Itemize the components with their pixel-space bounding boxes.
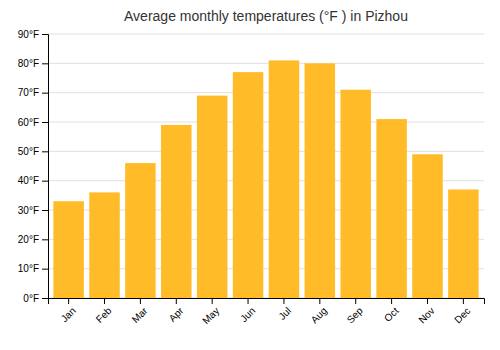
x-tick-label: May [200,305,221,326]
x-tick-mark [248,298,249,304]
x-tick-mark [391,298,392,304]
x-tick: Sep [345,298,366,325]
x-tick: Jun [238,298,257,324]
x-tick: Aug [309,298,329,325]
y-tick: 40°F [18,175,48,186]
x-tick-label: Sep [345,305,366,326]
bar [125,163,156,298]
y-tick-label: 10°F [18,263,39,274]
y-tick: 90°F [18,29,48,40]
x-tick: Jul [276,298,293,322]
bar [197,96,228,298]
x-tick-label: Feb [94,305,114,325]
y-tick-label: 70°F [18,87,39,98]
y-tick-mark [42,269,48,270]
bar [340,90,371,298]
x-tick-label: Jan [59,305,78,324]
y-tick-label: 0°F [23,293,39,304]
x-tick-mark [176,298,177,304]
y-axis: 0°F 10°F 20°F 30°F 40°F 50°F 60°F 70°F 80°F 90°F [18,29,49,304]
x-tick: Nov [416,298,436,325]
y-tick-mark [42,151,48,152]
bar [412,154,443,298]
grid-line [48,151,484,152]
x-tick-mark [355,298,356,304]
x-tick: May [200,298,221,326]
y-tick-mark [42,239,48,240]
x-tick-mark [140,298,141,304]
x-tick-mark [463,298,464,304]
y-tick-label: 90°F [18,29,39,40]
x-tick-mark [104,298,105,304]
y-tick-label: 40°F [18,175,39,186]
title: Average monthly temperatures (°F ) in Pi… [124,8,408,24]
y-tick: 20°F [18,234,48,245]
x-tick-label: Oct [382,305,401,324]
y-tick-mark [42,34,48,35]
y-tick: 60°F [18,117,48,128]
y-tick-mark [42,210,48,211]
y-tick: 0°F [23,293,48,304]
bars [53,60,478,298]
bar [53,201,84,298]
bar [448,189,479,298]
x-tick: Jan [59,298,78,324]
x-tick-mark [212,298,213,304]
x-tick: Dec [452,298,472,325]
x-tick: Feb [94,298,114,325]
x-axis-line [49,299,485,305]
grid-line [48,63,484,64]
y-tick: 50°F [18,146,48,157]
x-tick-mark [283,298,284,304]
y-tick-mark [42,298,48,299]
y-tick-label: 50°F [18,146,39,157]
grid [48,34,484,298]
y-tick: 80°F [18,58,48,69]
grid-line [48,34,484,35]
x-tick-label: Apr [167,305,186,324]
bar [233,72,264,298]
y-tick: 10°F [18,263,48,274]
y-tick-mark [42,63,48,64]
y-tick-mark [42,122,48,123]
plot: 0°F 10°F 20°F 30°F 40°F 50°F 60°F 70°F 80°F 90°F J… [18,29,485,327]
x-tick-label: Dec [452,305,472,325]
x-tick-label: Jun [238,305,257,324]
grid-line [48,122,484,123]
bar [305,63,336,298]
bar [376,119,407,298]
y-tick-mark [42,181,48,182]
x-axis: Jan Feb Mar Apr May Jun Jul Aug Sep Oct Nov Dec [49,298,485,326]
grid-line [48,92,484,93]
y-tick: 70°F [18,87,48,98]
x-tick-label: Nov [416,305,436,325]
y-tick-label: 30°F [18,205,39,216]
y-tick-label: 60°F [18,117,39,128]
x-tick-mark [427,298,428,304]
x-tick-label: Aug [309,305,329,325]
chart-container: 0°F 10°F 20°F 30°F 40°F 50°F 60°F 70°F 80°F 90°F J… [0,0,500,350]
x-tick: Apr [167,298,186,324]
x-tick-mark [319,298,320,304]
y-tick: 30°F [18,205,48,216]
bar [89,192,120,298]
x-tick: Oct [382,298,401,324]
chart-svg: 0°F 10°F 20°F 30°F 40°F 50°F 60°F 70°F 80°F 90°F J… [0,0,500,350]
y-tick-label: 20°F [18,234,39,245]
x-tick-mark [68,298,69,304]
y-axis-line [42,35,49,299]
y-tick-label: 80°F [18,58,39,69]
y-tick-mark [42,93,48,94]
x-tick: Mar [130,298,150,325]
x-tick-label: Mar [130,305,150,325]
bar [269,60,300,298]
x-tick-label: Jul [276,305,293,322]
bar [161,125,192,298]
